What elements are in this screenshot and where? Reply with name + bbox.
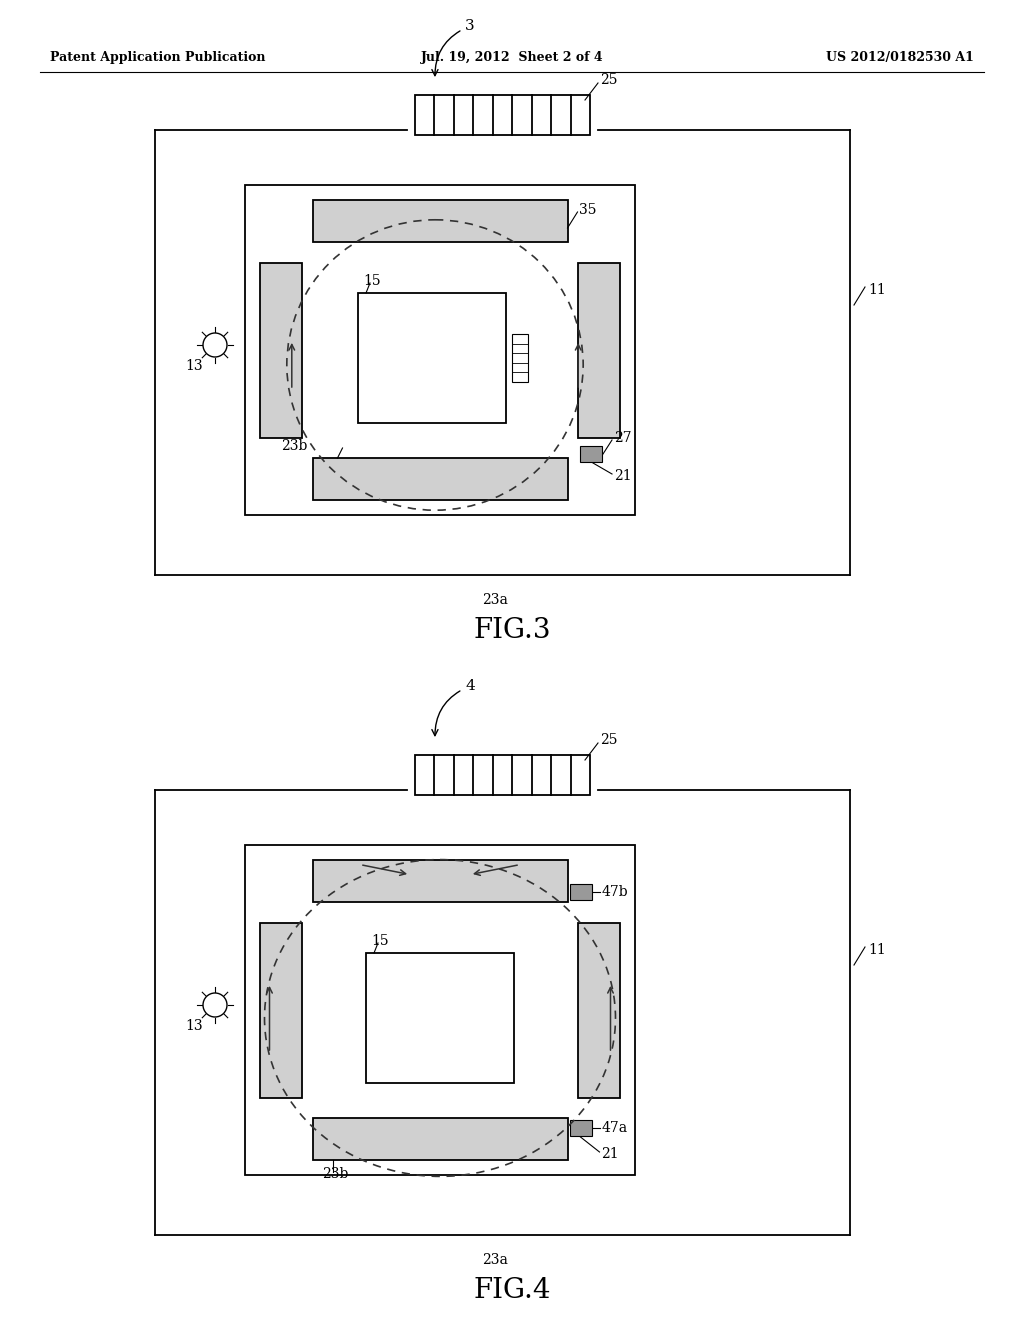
Text: 4: 4 [432,678,475,735]
Text: 15: 15 [371,935,389,948]
Circle shape [203,993,227,1016]
Bar [312,201,567,242]
Bar [366,953,514,1082]
Text: 25: 25 [600,733,617,747]
Bar [415,755,590,795]
Text: Patent Application Publication: Patent Application Publication [50,51,265,65]
Bar [312,861,567,902]
Bar [569,1119,592,1137]
Text: 15: 15 [362,275,381,288]
Text: 21: 21 [614,469,632,483]
Text: Jul. 19, 2012  Sheet 2 of 4: Jul. 19, 2012 Sheet 2 of 4 [421,51,603,65]
Text: 27: 27 [614,432,632,445]
Text: 23a: 23a [482,593,508,607]
Bar [578,263,620,437]
Text: US 2012/0182530 A1: US 2012/0182530 A1 [826,51,974,65]
Bar [358,293,506,422]
Text: 13: 13 [185,1019,203,1034]
Text: 11: 11 [868,282,886,297]
Text: 11: 11 [868,942,886,957]
Circle shape [203,333,227,356]
Text: 23b: 23b [282,440,307,453]
Bar [245,185,635,515]
Bar [260,263,302,437]
Text: 47a: 47a [601,1121,628,1135]
Text: FIG.3: FIG.3 [473,616,551,644]
Bar [512,334,528,381]
Text: 35: 35 [580,203,597,216]
Text: 23b: 23b [323,1167,349,1181]
Text: 13: 13 [185,359,203,374]
Bar [260,923,302,1097]
Bar [569,884,592,900]
Text: 47b: 47b [601,884,628,899]
Bar [245,845,635,1175]
Text: 23a: 23a [482,1253,508,1267]
Bar [312,1118,567,1160]
Bar [312,458,567,500]
Text: 3: 3 [432,18,475,75]
Bar [578,923,620,1097]
Bar [415,95,590,135]
Text: 21: 21 [601,1147,620,1162]
Text: FIG.4: FIG.4 [473,1276,551,1304]
Text: 25: 25 [600,73,617,87]
Bar [580,446,602,462]
